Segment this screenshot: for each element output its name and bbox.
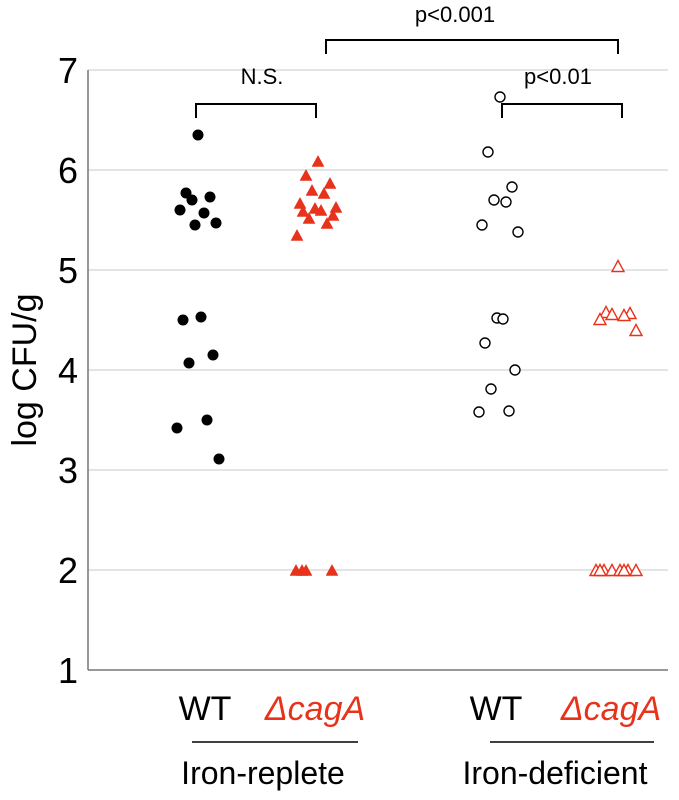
data-point bbox=[192, 129, 204, 141]
data-point bbox=[323, 176, 337, 189]
data-point bbox=[488, 194, 500, 206]
data-point bbox=[195, 311, 207, 323]
y-tick-label: 1 bbox=[58, 650, 78, 691]
data-point bbox=[317, 186, 331, 199]
data-point bbox=[325, 563, 339, 576]
significance-bracket bbox=[501, 103, 623, 118]
group-labels: Iron-replete Iron-deficient bbox=[181, 741, 654, 791]
data-point bbox=[479, 337, 491, 349]
data-point bbox=[177, 314, 189, 326]
category-label: WT bbox=[470, 690, 523, 728]
data-point bbox=[305, 183, 319, 196]
data-point bbox=[500, 196, 512, 208]
data-point bbox=[171, 422, 183, 434]
group-label: Iron-replete bbox=[181, 755, 345, 791]
data-point bbox=[592, 563, 608, 577]
y-tick-label: 3 bbox=[58, 450, 78, 491]
data-point bbox=[314, 203, 328, 216]
category-label: ΔcagA bbox=[264, 690, 365, 728]
data-point bbox=[293, 196, 307, 209]
data-point bbox=[299, 563, 313, 576]
data-point bbox=[201, 414, 213, 426]
data-point bbox=[473, 406, 485, 418]
data-point bbox=[183, 357, 195, 369]
data-point bbox=[610, 259, 626, 273]
data-point bbox=[186, 194, 198, 206]
data-point bbox=[329, 200, 343, 213]
gridlines bbox=[88, 69, 668, 671]
y-tick-label: 7 bbox=[58, 50, 78, 91]
data-point bbox=[494, 91, 506, 103]
group-label: Iron-deficient bbox=[463, 755, 648, 791]
data-point bbox=[628, 563, 644, 577]
significance-bracket bbox=[195, 103, 317, 118]
data-point bbox=[506, 181, 518, 193]
data-point bbox=[311, 154, 325, 167]
data-point bbox=[213, 453, 225, 465]
data-point bbox=[616, 563, 632, 577]
data-point bbox=[189, 219, 201, 231]
data-points bbox=[171, 91, 644, 577]
data-point bbox=[320, 216, 334, 229]
data-point bbox=[204, 191, 216, 203]
data-point bbox=[509, 364, 521, 376]
data-point bbox=[174, 204, 186, 216]
data-point bbox=[210, 217, 222, 229]
significance-label: p<0.01 bbox=[524, 64, 592, 89]
category-label: WT bbox=[179, 690, 232, 728]
data-point bbox=[299, 168, 313, 181]
data-point bbox=[604, 307, 620, 321]
data-point bbox=[198, 207, 210, 219]
category-labels: WT ΔcagA WT ΔcagA bbox=[179, 690, 662, 728]
data-point bbox=[628, 323, 644, 337]
data-point bbox=[482, 146, 494, 158]
data-point bbox=[616, 308, 632, 322]
significance-label: p<0.001 bbox=[415, 2, 495, 27]
data-point bbox=[503, 405, 515, 417]
y-tick-label: 6 bbox=[58, 150, 78, 191]
data-point bbox=[326, 208, 340, 221]
significance-label: N.S. bbox=[241, 64, 284, 89]
y-tick-label: 5 bbox=[58, 250, 78, 291]
significance-brackets: N.S. p<0.01 p<0.001 bbox=[195, 2, 623, 118]
data-point bbox=[290, 228, 304, 241]
data-point bbox=[592, 312, 608, 326]
significance-bracket bbox=[325, 39, 619, 54]
data-point bbox=[207, 349, 219, 361]
data-point bbox=[485, 383, 497, 395]
y-tick-label: 4 bbox=[58, 350, 78, 391]
data-point bbox=[296, 204, 310, 217]
category-label: ΔcagA bbox=[560, 690, 661, 728]
data-point bbox=[512, 226, 524, 238]
data-point bbox=[497, 313, 509, 325]
data-point bbox=[476, 219, 488, 231]
y-axis-title: log CFU/g bbox=[6, 293, 44, 446]
y-tick-label: 2 bbox=[58, 550, 78, 591]
data-point bbox=[302, 211, 316, 224]
y-tick-labels: 1 2 3 4 5 6 7 bbox=[58, 50, 78, 691]
